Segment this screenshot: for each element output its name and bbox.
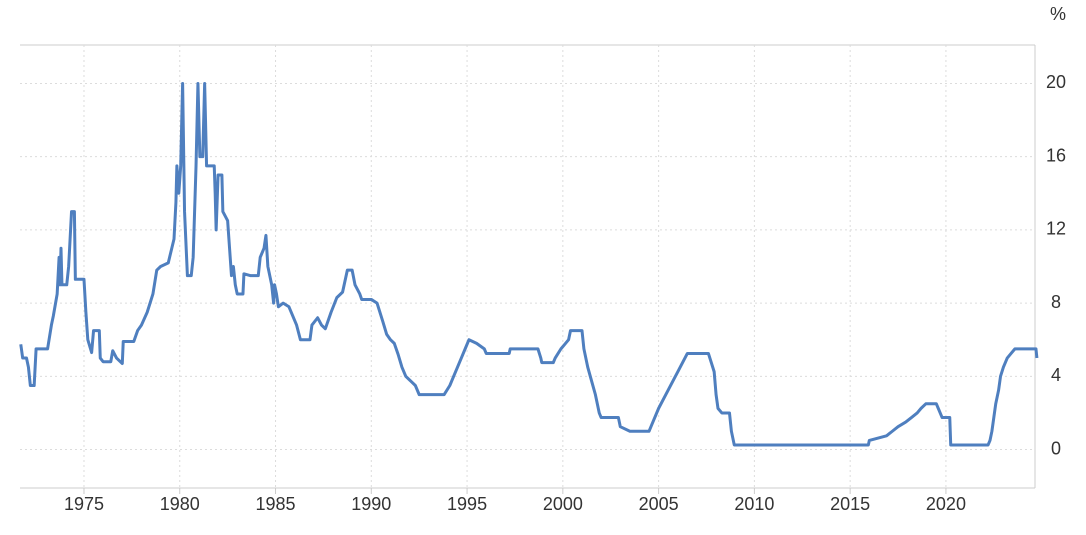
y-tick-label: 4 — [1051, 365, 1061, 385]
y-tick-label: 0 — [1051, 438, 1061, 458]
x-tick-label: 1995 — [447, 494, 487, 514]
y-tick-label: 12 — [1046, 219, 1066, 239]
x-tick-label: 1990 — [351, 494, 391, 514]
data-line — [19, 81, 1039, 447]
x-tick-label: 2020 — [926, 494, 966, 514]
x-tick-label: 1980 — [160, 494, 200, 514]
y-tick-label: 8 — [1051, 292, 1061, 312]
x-tick-label: 1975 — [64, 494, 104, 514]
y-tick-label: 16 — [1046, 145, 1066, 165]
x-tick-label: 2015 — [830, 494, 870, 514]
x-tick-label: 2000 — [543, 494, 583, 514]
x-tick-label: 1985 — [255, 494, 295, 514]
y-tick-label: 20 — [1046, 72, 1066, 92]
x-tick-label: 2005 — [639, 494, 679, 514]
x-tick-label: 2010 — [734, 494, 774, 514]
y-unit-label: % — [1050, 4, 1066, 24]
